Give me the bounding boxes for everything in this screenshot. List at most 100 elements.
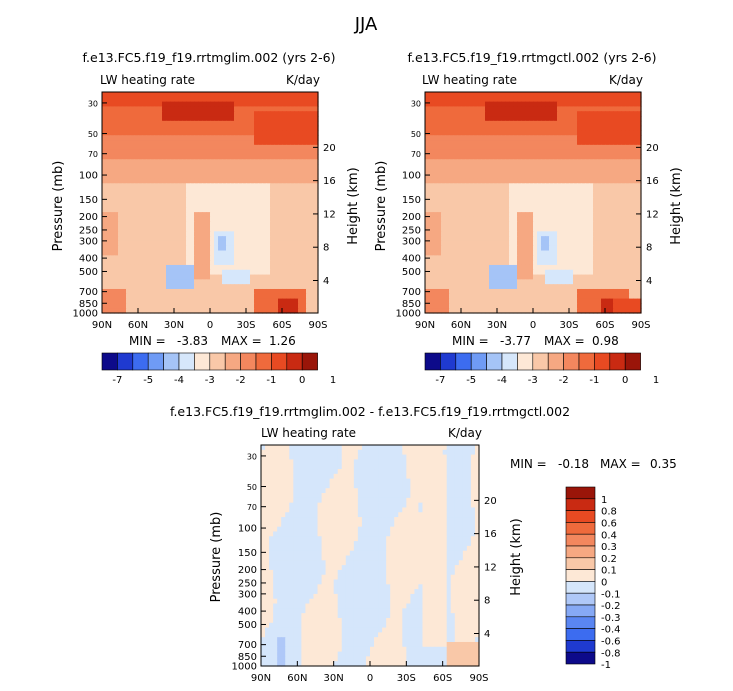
heatmap-cell — [633, 197, 638, 204]
heatmap-cell — [238, 197, 243, 204]
heatmap-cell — [282, 303, 287, 309]
heatmap-cell — [549, 154, 554, 160]
heatmap-cell — [254, 159, 259, 165]
heatmap-cell — [230, 101, 235, 108]
heatmap-cell — [453, 149, 458, 156]
heatmap-cell — [481, 221, 486, 228]
heatmap-cell — [521, 245, 526, 252]
heatmap-cell — [469, 288, 474, 295]
heatmap-cell — [266, 231, 271, 237]
heatmap-cell — [613, 231, 618, 237]
heatmap-cell — [266, 207, 271, 213]
heatmap-cell — [525, 101, 530, 108]
heatmap-cell — [302, 120, 307, 127]
heatmap-cell — [250, 120, 255, 127]
heatmap-cell — [465, 125, 470, 132]
heatmap-cell — [509, 231, 514, 237]
heatmap-cell — [425, 274, 430, 280]
heatmap-cell — [186, 236, 191, 242]
heatmap-cell — [230, 231, 235, 237]
heatmap-cell — [302, 144, 307, 151]
heatmap-cell — [489, 255, 494, 261]
heatmap-cell — [585, 116, 590, 122]
heatmap-cell — [573, 250, 578, 256]
heatmap-cell — [278, 255, 283, 261]
heatmap-cell — [509, 202, 514, 208]
heatmap-cell — [557, 111, 562, 117]
heatmap-cell — [549, 255, 554, 261]
heatmap-cell — [178, 245, 183, 252]
heatmap-cell — [501, 135, 506, 141]
heatmap-cell — [310, 106, 315, 112]
heatmap-cell — [505, 125, 510, 132]
colorbar-box — [147, 352, 164, 371]
heatmap-cell — [613, 207, 618, 213]
heatmap-cell — [525, 202, 530, 208]
heatmap-cell — [633, 269, 638, 276]
heatmap-cell — [593, 154, 598, 160]
heatmap-cell — [473, 212, 478, 218]
heatmap-cell — [266, 140, 271, 146]
heatmap-cell — [182, 269, 187, 276]
heatmap-cell — [234, 303, 239, 309]
heatmap-cell — [130, 164, 135, 170]
heatmap-cell — [605, 125, 610, 132]
heatmap-cell — [537, 216, 542, 223]
heatmap-cell — [174, 125, 179, 132]
heatmap-cell — [441, 92, 446, 98]
heatmap-cell — [625, 260, 630, 266]
heatmap-cell — [569, 154, 574, 160]
heatmap-cell — [597, 202, 602, 208]
heatmap-cell — [449, 173, 454, 180]
heatmap-cell — [178, 106, 183, 112]
heatmap-cell — [553, 168, 558, 175]
heatmap-cell — [194, 284, 199, 290]
heatmap-cell — [589, 231, 594, 237]
heatmap-cell — [517, 159, 522, 165]
heatmap-cell — [198, 240, 203, 247]
heatmap-cell — [505, 279, 510, 285]
heatmap-cell — [294, 130, 299, 136]
heatmap-cell — [174, 116, 179, 122]
heatmap-cell — [529, 260, 534, 266]
colorbar-box — [301, 352, 318, 371]
heatmap-cell — [218, 207, 223, 213]
heatmap-cell — [617, 173, 622, 180]
heatmap-cell — [517, 216, 522, 223]
heatmap-cell — [306, 135, 311, 141]
heatmap-cell — [453, 231, 458, 237]
heatmap-cell — [226, 116, 231, 122]
heatmap-cell — [206, 212, 211, 218]
heatmap-cell — [166, 149, 171, 156]
heatmap-cell — [170, 226, 175, 232]
heatmap-cell — [425, 226, 430, 232]
heatmap-cell — [194, 269, 199, 276]
heatmap-cell — [557, 154, 562, 160]
heatmap-cell — [541, 197, 546, 204]
heatmap-cell — [314, 245, 319, 252]
heatmap-cell — [214, 264, 219, 271]
heatmap-cell — [441, 130, 446, 136]
heatmap-cell — [254, 168, 259, 175]
heatmap-cell — [170, 101, 175, 108]
heatmap-cell — [126, 140, 131, 146]
heatmap-cell — [425, 188, 430, 194]
colorbar-box — [117, 352, 134, 371]
heatmap-cell — [134, 125, 139, 132]
heatmap-cell — [198, 197, 203, 204]
heatmap-cell — [262, 250, 267, 256]
heatmap-cell — [226, 120, 231, 127]
heatmap-cell — [290, 178, 295, 184]
heatmap-cell — [162, 92, 167, 98]
heatmap-cell — [202, 154, 207, 160]
heatmap-cell — [569, 236, 574, 242]
heatmap-cell — [589, 183, 594, 189]
heatmap-cell — [537, 236, 542, 242]
heatmap-cell — [174, 279, 179, 285]
heatmap-cell — [138, 135, 143, 141]
heatmap-cell — [214, 101, 219, 108]
heatmap-cell — [190, 130, 195, 136]
heatmap-cell — [266, 288, 271, 295]
heatmap-cell — [513, 255, 518, 261]
heatmap-cell — [138, 298, 143, 304]
